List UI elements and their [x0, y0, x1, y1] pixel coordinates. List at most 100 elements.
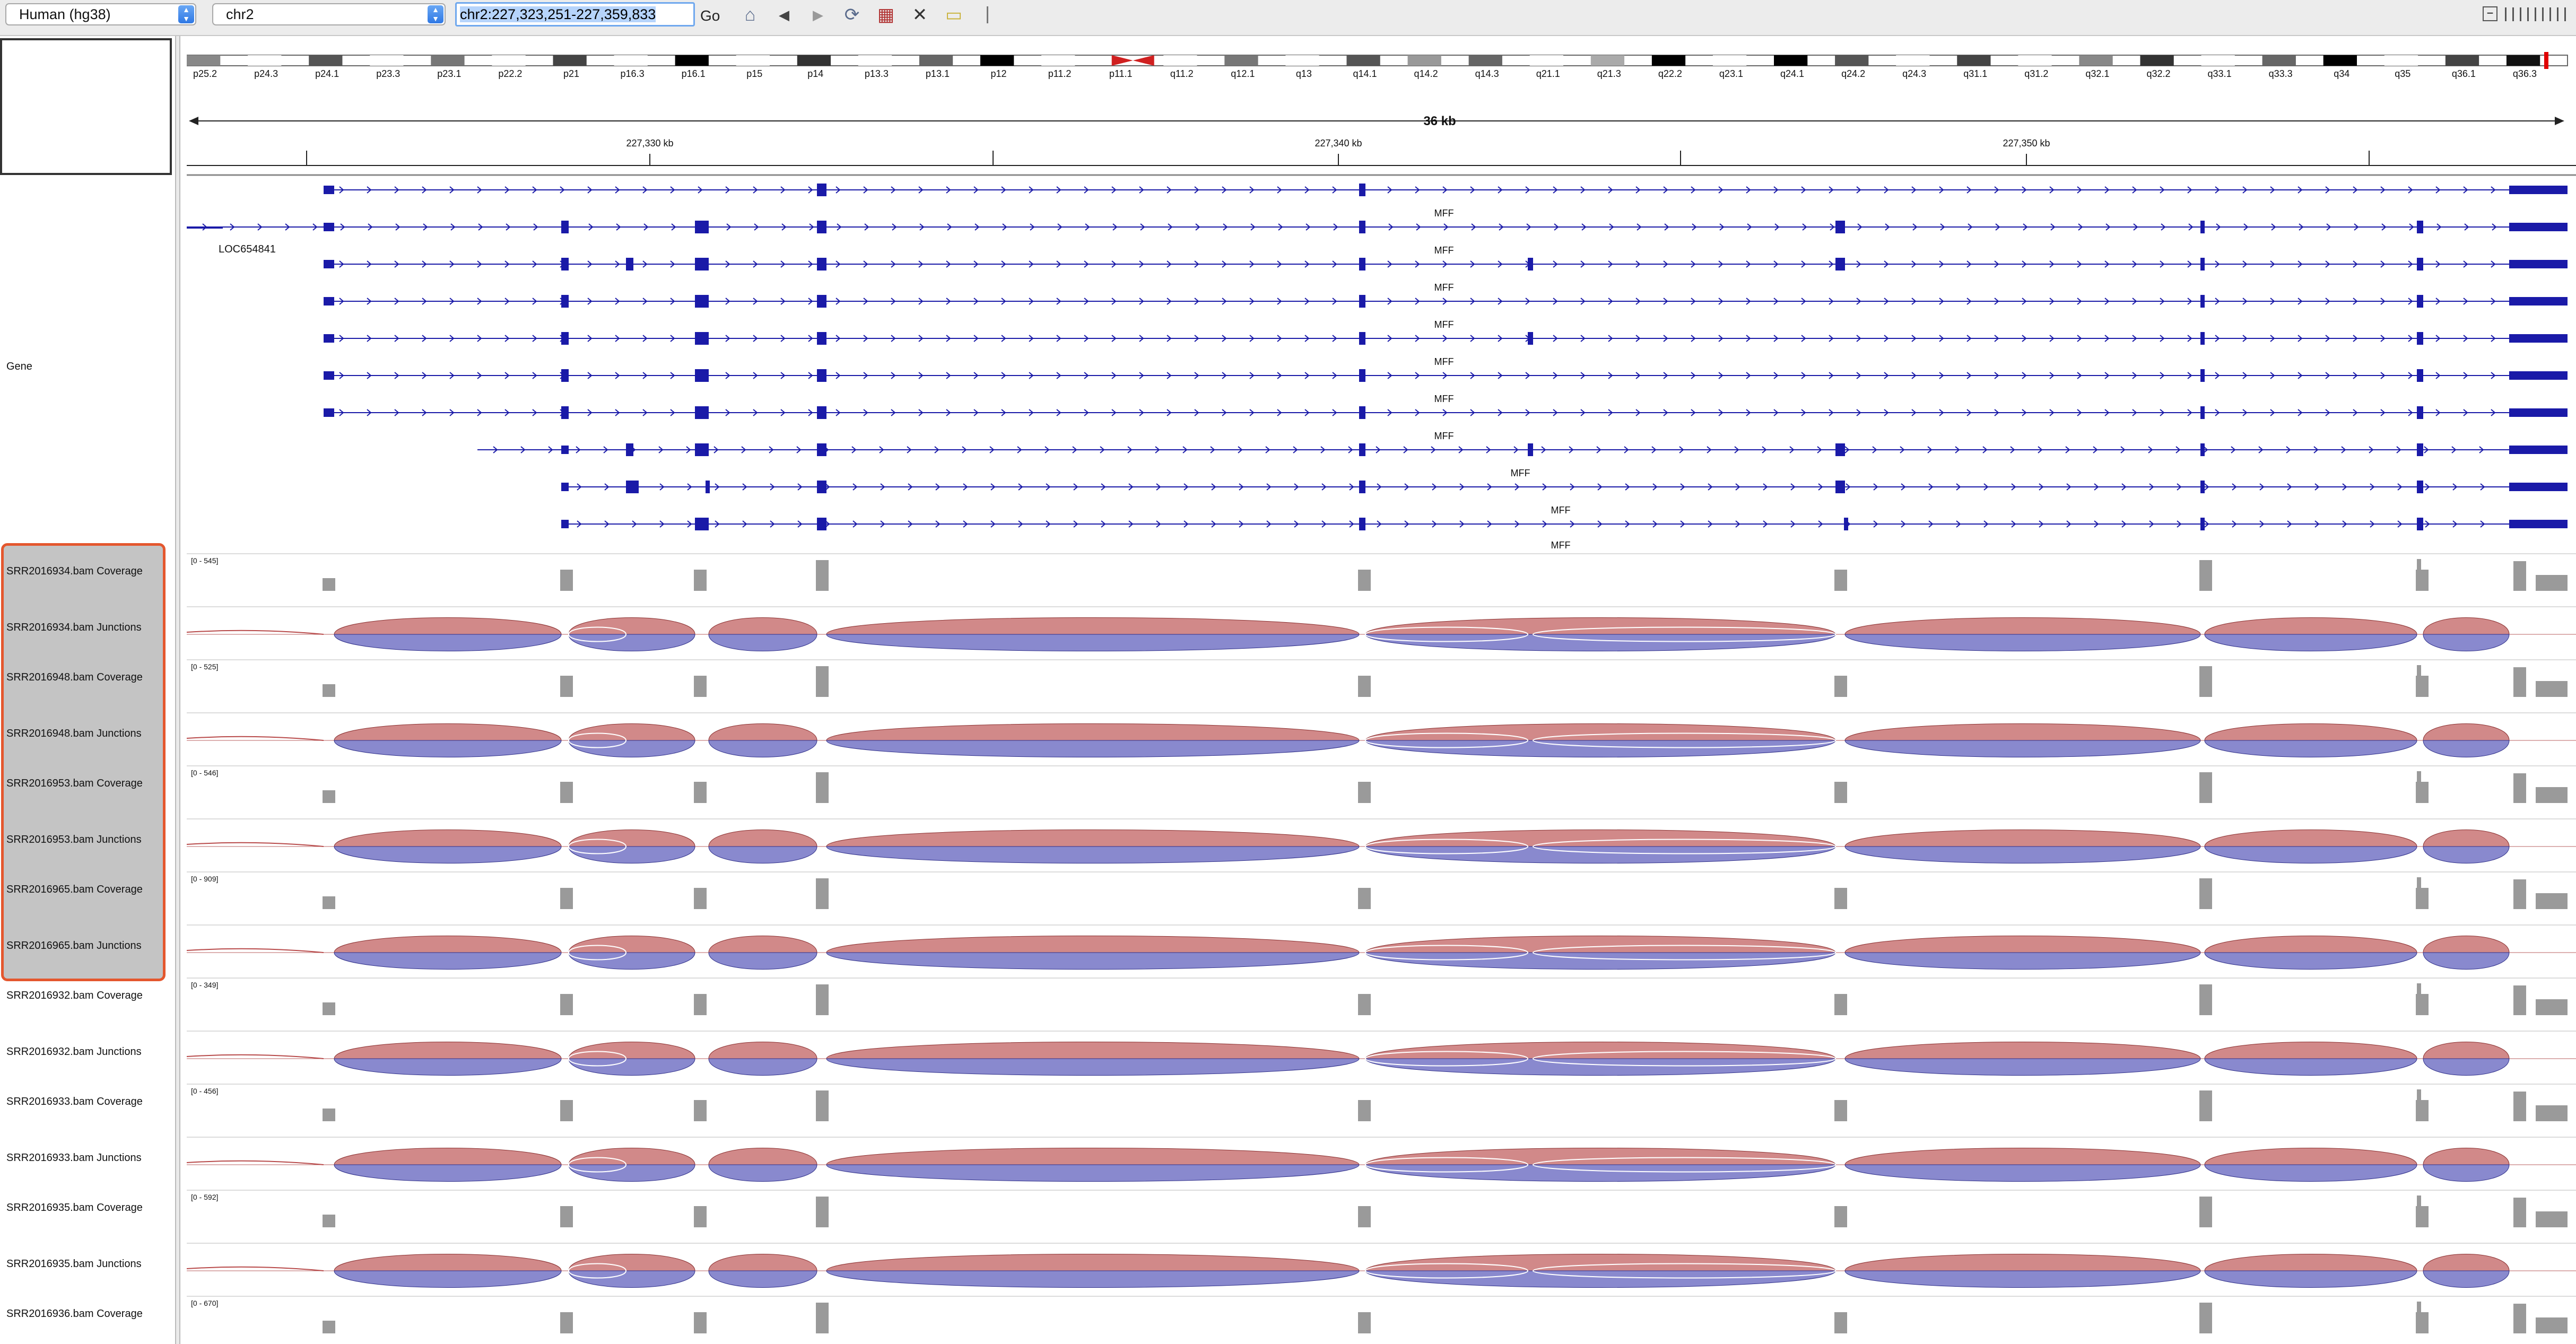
junction-arc-inner	[568, 1270, 626, 1279]
track-name-label[interactable]: SRR2016965.bam Junctions	[6, 940, 142, 952]
home-icon[interactable]: ⌂	[744, 5, 756, 25]
strand-arrow	[394, 335, 399, 342]
track-name-label[interactable]: SRR2016953.bam Coverage	[6, 778, 143, 789]
track-name-label[interactable]: SRR2016935.bam Coverage	[6, 1202, 143, 1214]
strand-arrow	[1983, 520, 1989, 528]
coverage-bar	[2513, 1304, 2526, 1333]
track-name-label[interactable]: SRR2016932.bam Junctions	[6, 1046, 142, 1058]
strand-arrow	[1029, 298, 1034, 305]
strand-arrow	[1376, 446, 1381, 453]
strand-arrow	[1415, 409, 1420, 416]
junction-arc-minus	[334, 1058, 562, 1076]
strand-arrow	[1415, 186, 1420, 194]
track-name-label[interactable]: SRR2016932.bam Coverage	[6, 990, 143, 1001]
strand-arrow	[2160, 409, 2165, 416]
strand-arrow	[2132, 372, 2137, 379]
strand-arrow	[2077, 186, 2082, 194]
junction-arc-inner	[568, 732, 626, 741]
ideogram-band-label: q36.1	[2452, 68, 2476, 79]
coverage-bar	[2199, 772, 2212, 803]
strand-arrow	[2408, 409, 2413, 416]
exon	[817, 369, 826, 382]
strand-arrow	[2133, 223, 2138, 231]
strand-arrow	[753, 186, 758, 194]
strand-arrow	[1691, 260, 1696, 268]
strand-arrow	[2463, 409, 2468, 416]
track-name-label[interactable]: SRR2016936.bam Coverage	[6, 1308, 143, 1320]
zoom-icon[interactable]: ✕	[912, 5, 928, 25]
strand-arrow	[2463, 298, 2468, 305]
strand-arrow	[1927, 446, 1933, 453]
track-name-label[interactable]: SRR2016934.bam Junctions	[6, 622, 142, 633]
junction-arc-plus	[826, 723, 1360, 741]
strand-arrow	[2077, 372, 2082, 379]
coverage-bar	[1358, 994, 1371, 1015]
strand-arrow	[1304, 186, 1310, 194]
track-name-label[interactable]: SRR2016948.bam Coverage	[6, 671, 143, 683]
junction-arc-minus	[1365, 634, 1836, 651]
strand-arrow	[1073, 520, 1078, 528]
junction-arc-plus	[187, 1160, 324, 1165]
strand-arrow	[1458, 446, 1464, 453]
back-icon[interactable]: ◀	[779, 7, 789, 23]
track-name-label[interactable]: SRR2016933.bam Junctions	[6, 1152, 142, 1164]
exon	[561, 446, 569, 454]
strand-arrow	[946, 409, 951, 416]
strand-arrow	[2297, 409, 2303, 416]
ideogram-band	[2445, 55, 2479, 66]
strand-arrow	[1140, 223, 1145, 231]
strand-arrow	[1239, 520, 1244, 528]
strand-arrow	[1030, 223, 1035, 231]
exon	[1359, 369, 1365, 382]
strand-arrow	[1901, 520, 1906, 528]
genome-dropdown[interactable]: Human (hg38) ▲ ▼	[5, 3, 196, 25]
name-panel-header	[0, 38, 172, 175]
strand-arrow	[1195, 223, 1200, 231]
track-name-label[interactable]: SRR2016953.bam Junctions	[6, 834, 142, 845]
junction-arc-inner	[1533, 839, 1836, 847]
ideogram-band-label: q24.2	[1841, 68, 1865, 79]
ideogram-band	[1468, 55, 1502, 66]
roi-icon[interactable]: ▦	[877, 5, 895, 25]
forward-icon[interactable]: ▶	[813, 7, 823, 23]
coverage-bar	[2513, 667, 2526, 697]
gene-track-name[interactable]: Gene	[6, 361, 32, 372]
chromosome-dropdown[interactable]: chr2 ▲ ▼	[212, 3, 446, 25]
track-name-label[interactable]: SRR2016948.bam Junctions	[6, 728, 142, 739]
strand-arrow	[493, 446, 498, 453]
go-button[interactable]: Go	[700, 7, 720, 24]
strand-arrow	[1332, 335, 1337, 342]
strand-arrow	[2380, 372, 2386, 379]
coverage-bar	[2417, 983, 2421, 1015]
strand-arrow	[1679, 446, 1684, 453]
strand-arrow	[1139, 409, 1144, 416]
strand-arrow	[1111, 298, 1117, 305]
track-name-label[interactable]: SRR2016965.bam Coverage	[6, 884, 143, 895]
popup-icon[interactable]: ▭	[945, 5, 963, 25]
strand-arrow	[1046, 520, 1051, 528]
strand-arrow	[1183, 520, 1189, 528]
junction-arc-inner	[1533, 1051, 1836, 1059]
strand-arrow	[1608, 186, 1613, 194]
strand-arrow	[422, 335, 427, 342]
locus-input[interactable]: chr2:227,323,251-227,359,833	[455, 2, 695, 27]
strand-arrow	[1001, 335, 1006, 342]
track-name-label[interactable]: SRR2016935.bam Junctions	[6, 1258, 142, 1270]
track-name-label[interactable]: SRR2016934.bam Coverage	[6, 565, 143, 577]
strand-arrow	[1718, 298, 1724, 305]
track-name-label[interactable]: SRR2016933.bam Coverage	[6, 1096, 143, 1107]
resize-icon[interactable]	[2505, 7, 2571, 21]
strand-arrow	[836, 335, 841, 342]
minimize-icon[interactable]: −	[2483, 6, 2497, 21]
strand-arrow	[577, 483, 582, 491]
strand-arrow	[1884, 335, 1889, 342]
strand-arrow	[946, 372, 951, 379]
strand-arrow	[2187, 409, 2192, 416]
panel-divider[interactable]	[175, 36, 180, 1344]
strand-arrow	[1994, 409, 1999, 416]
strand-arrow	[449, 260, 455, 268]
ideogram-band	[1163, 55, 1197, 66]
refresh-icon[interactable]: ⟳	[844, 5, 860, 25]
strand-arrow	[2353, 260, 2358, 268]
strand-arrow	[687, 520, 692, 528]
